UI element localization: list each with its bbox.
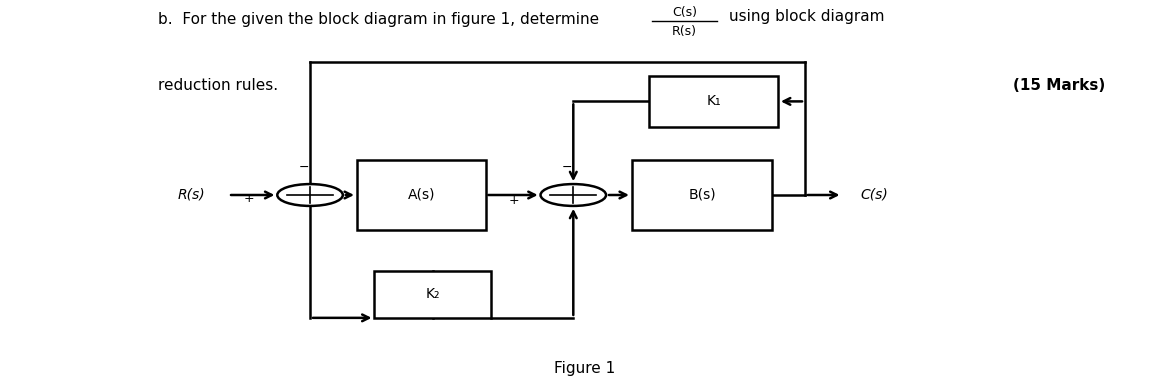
Text: B(s): B(s)	[688, 188, 716, 202]
Text: reduction rules.: reduction rules.	[158, 78, 278, 93]
Text: K₂: K₂	[426, 287, 440, 301]
Text: C(s): C(s)	[672, 6, 697, 19]
Text: A(s): A(s)	[407, 188, 435, 202]
Text: R(s): R(s)	[177, 188, 205, 202]
Circle shape	[541, 184, 606, 206]
Text: C(s): C(s)	[860, 188, 888, 202]
Circle shape	[277, 184, 343, 206]
Bar	[649, 76, 778, 127]
Text: R(s): R(s)	[672, 25, 697, 38]
Text: +: +	[509, 194, 519, 207]
Bar	[632, 160, 772, 230]
Text: K₁: K₁	[707, 94, 721, 108]
Text: Figure 1: Figure 1	[555, 362, 615, 376]
Bar	[374, 271, 491, 318]
Text: +: +	[243, 192, 254, 205]
Text: using block diagram: using block diagram	[729, 9, 885, 24]
Text: (15 Marks): (15 Marks)	[1013, 78, 1106, 93]
Text: −: −	[298, 161, 309, 174]
Text: −: −	[562, 161, 572, 174]
Bar	[357, 160, 486, 230]
Text: b.  For the given the block diagram in figure 1, determine: b. For the given the block diagram in fi…	[158, 12, 599, 27]
